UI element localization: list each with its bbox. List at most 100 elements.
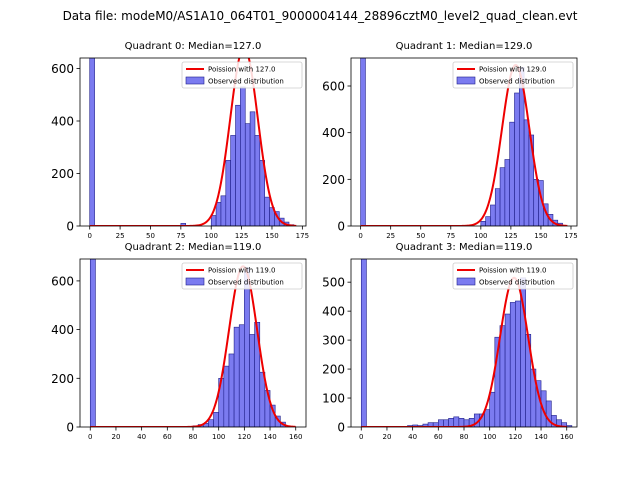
histogram-bar	[210, 215, 217, 226]
legend: Poission with 119.0 Observed distribution	[181, 262, 303, 290]
legend-box	[181, 262, 303, 290]
x-tick-label: 40	[408, 433, 417, 441]
legend: Poission with 129.0 Observed distribution	[452, 61, 574, 89]
histogram-bar	[490, 204, 496, 226]
x-tick-label: 150	[265, 232, 278, 240]
legend-bar-swatch	[456, 277, 476, 286]
histogram-bar	[259, 160, 265, 226]
histogram-bar	[254, 135, 261, 226]
x-tick-label: 0	[358, 232, 362, 240]
y-tick-label: 0	[337, 220, 345, 234]
histogram-bar	[244, 123, 251, 226]
histogram-bar	[453, 416, 460, 427]
histogram-bar	[480, 221, 486, 226]
y-tick-label: 200	[322, 363, 345, 377]
x-tick-label: 80	[189, 433, 198, 441]
histogram-bar	[230, 135, 236, 226]
x-tick-label: 120	[238, 433, 251, 441]
x-tick-label: 125	[504, 232, 517, 240]
histogram-bar	[180, 223, 187, 226]
histogram-bar	[499, 167, 506, 226]
x-tick-label: 75	[176, 232, 185, 240]
y-tick-label: 200	[322, 173, 345, 187]
histogram-bar	[213, 412, 219, 427]
legend-box	[452, 262, 574, 290]
histogram-bar	[249, 111, 256, 226]
histogram-bar	[458, 418, 465, 427]
y-tick-label: 400	[51, 115, 74, 129]
y-tick-label: 0	[337, 421, 345, 435]
subplot-title: Quadrant 0: Median=127.0	[125, 41, 262, 52]
histogram-bar	[235, 104, 241, 226]
x-tick-label: 20	[111, 433, 120, 441]
subplot-title: Quadrant 3: Median=119.0	[396, 242, 533, 253]
legend-bar-swatch	[456, 76, 476, 85]
subplot-quadrant-3: 0 20 40 60 80 100 120 140 160 0 100 200 300 400 500 Qua…	[322, 242, 578, 441]
legend: Poission with 119.0 Observed distribution	[452, 262, 574, 290]
histogram-bar	[448, 418, 455, 427]
histogram-bar	[523, 119, 530, 226]
x-tick-label: 25	[386, 232, 395, 240]
histogram-bar	[228, 353, 235, 427]
legend-bar-label: Observed distribution	[208, 279, 284, 287]
histogram-bar	[485, 216, 491, 226]
y-tick-label: 500	[322, 276, 345, 290]
legend-bar-swatch	[185, 76, 205, 85]
x-tick-label: 25	[116, 232, 125, 240]
x-tick-label: 0	[88, 433, 92, 441]
legend-box	[181, 61, 303, 89]
histogram-bar	[225, 160, 231, 226]
x-tick-label: 160	[289, 433, 302, 441]
x-tick-label: 100	[205, 232, 218, 240]
legend-bar-label: Observed distribution	[479, 279, 555, 287]
x-tick-label: 80	[460, 433, 469, 441]
histogram-bar	[504, 313, 511, 427]
histogram-bar	[240, 86, 246, 226]
legend-bar-label: Observed distribution	[479, 78, 555, 86]
axes-frame	[79, 57, 307, 227]
histogram-bar	[509, 121, 515, 226]
y-tick-label: 0	[66, 421, 74, 435]
x-tick-label: 100	[483, 433, 496, 441]
x-tick-label: 50	[146, 232, 155, 240]
legend-line-label: Poission with 129.0	[479, 66, 547, 74]
histogram-bar	[264, 196, 270, 226]
y-tick-label: 200	[51, 167, 74, 181]
histogram-bar	[499, 325, 506, 427]
histogram-bar	[489, 391, 496, 427]
x-tick-label: 100	[212, 433, 225, 441]
y-tick-label: 400	[322, 126, 345, 140]
histogram-bar	[215, 202, 222, 226]
x-tick-label: 60	[163, 433, 172, 441]
x-tick-label: 175	[296, 232, 309, 240]
x-tick-label: 20	[382, 433, 391, 441]
x-tick-label: 50	[416, 232, 425, 240]
x-tick-label: 75	[446, 232, 455, 240]
subplot-quadrant-1: 0 25 50 75 100 125 150 175 0 200 400 600 Quadrant 1:…	[322, 41, 578, 240]
y-tick-label: 300	[322, 334, 345, 348]
legend-line-label: Poission with 119.0	[208, 267, 276, 275]
histogram-bar	[438, 419, 444, 427]
histogram-bar	[561, 422, 568, 427]
y-tick-label: 600	[51, 62, 74, 76]
legend-bar-swatch	[185, 277, 205, 286]
histogram-bar	[220, 195, 227, 226]
y-tick-label: 200	[51, 372, 74, 386]
subplot-quadrant-0: 0 25 50 75 100 125 150 175 0 200 400 600 Quadrant 0:…	[51, 41, 309, 240]
histogram-bar	[360, 259, 367, 427]
histogram-bar	[360, 58, 366, 226]
histogram-bar	[249, 334, 255, 427]
histogram-bar	[509, 302, 516, 427]
figure-title: Data file: modeM0/AS1A10_064T01_90000041…	[63, 9, 578, 23]
legend-bar-label: Observed distribution	[208, 78, 284, 86]
histogram-bar	[223, 365, 230, 427]
x-tick-label: 100	[474, 232, 487, 240]
x-tick-label: 40	[137, 433, 146, 441]
y-tick-label: 600	[322, 80, 345, 94]
legend-line-label: Poission with 119.0	[479, 267, 547, 275]
histogram-bar	[484, 409, 490, 427]
y-tick-label: 100	[322, 392, 345, 406]
subplot-title: Quadrant 2: Median=119.0	[125, 242, 262, 253]
legend-box	[452, 61, 574, 89]
